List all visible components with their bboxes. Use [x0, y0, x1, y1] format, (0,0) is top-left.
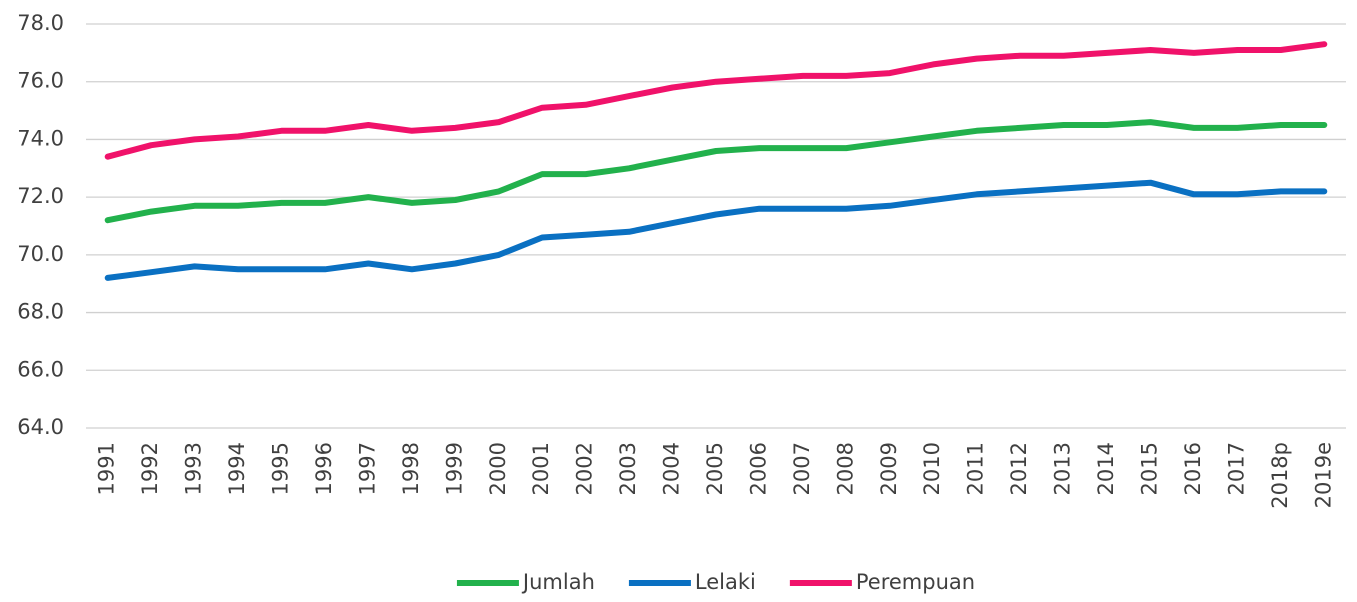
x-tick-label: 2013 — [1051, 442, 1075, 495]
y-tick-label: 78.0 — [17, 11, 64, 35]
x-tick-label: 1991 — [95, 442, 119, 495]
x-tick-label: 2019e — [1311, 442, 1335, 508]
series-line — [104, 41, 1328, 160]
y-tick-label: 70.0 — [17, 242, 64, 266]
x-tick-label: 2010 — [920, 442, 944, 495]
x-tick-label: 2014 — [1094, 442, 1118, 495]
x-tick-label: 1999 — [442, 442, 466, 495]
x-tick-label: 1998 — [399, 442, 423, 495]
x-tick-label: 2008 — [833, 442, 857, 495]
x-tick-label: 2015 — [1137, 442, 1161, 495]
x-tick-label: 2012 — [1007, 442, 1031, 495]
x-tick-label: 2000 — [486, 442, 510, 495]
series-line — [104, 179, 1328, 281]
x-tick-label: 2001 — [529, 442, 553, 495]
y-tick-label: 68.0 — [17, 300, 64, 324]
x-tick-label: 2004 — [660, 442, 684, 495]
x-tick-label: 2016 — [1181, 442, 1205, 495]
x-tick-label: 1992 — [138, 442, 162, 495]
legend-label: Jumlah — [521, 570, 595, 594]
x-tick-label: 2009 — [877, 442, 901, 495]
x-tick-label: 1995 — [269, 442, 293, 495]
y-tick-label: 74.0 — [17, 126, 64, 150]
x-tick-label: 2017 — [1224, 442, 1248, 495]
x-tick-label: 2006 — [746, 442, 770, 495]
x-tick-label: 1997 — [355, 442, 379, 495]
y-tick-label: 76.0 — [17, 69, 64, 93]
series-line — [104, 119, 1328, 224]
x-tick-label: 2002 — [573, 442, 597, 495]
x-tick-label: 2011 — [964, 442, 988, 495]
x-tick-label: 1996 — [312, 442, 336, 495]
legend-label: Perempuan — [856, 570, 975, 594]
y-tick-label: 72.0 — [17, 184, 64, 208]
x-tick-label: 1993 — [182, 442, 206, 495]
y-tick-label: 64.0 — [17, 415, 64, 439]
y-tick-label: 66.0 — [17, 357, 64, 381]
x-tick-label: 2018p — [1268, 442, 1292, 509]
x-tick-label: 2003 — [616, 442, 640, 495]
x-tick-label: 2007 — [790, 442, 814, 495]
x-tick-label: 1994 — [225, 442, 249, 495]
legend-label: Lelaki — [695, 570, 756, 594]
x-tick-label: 2005 — [703, 442, 727, 495]
